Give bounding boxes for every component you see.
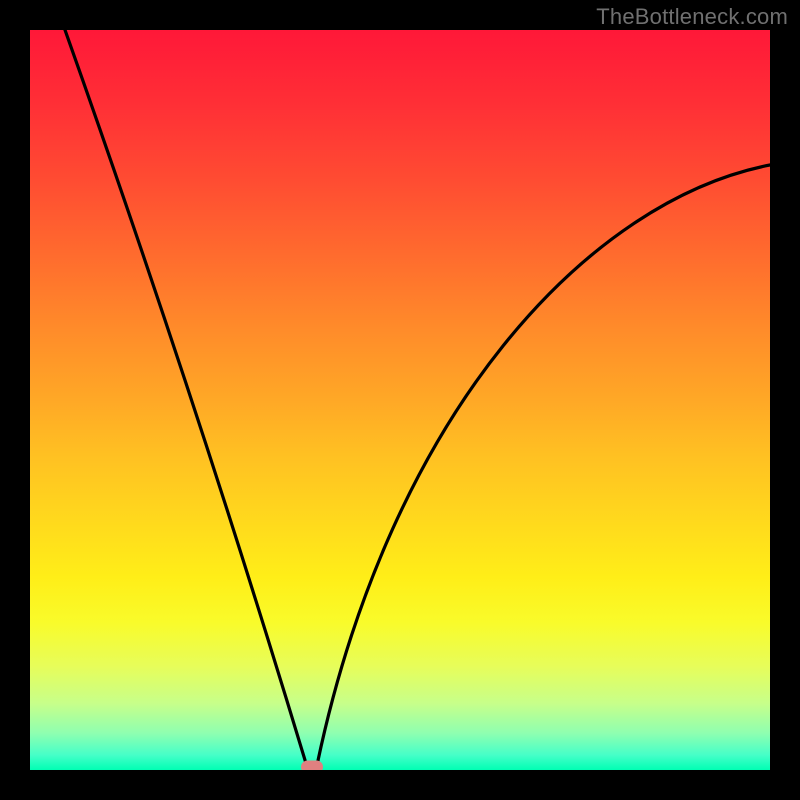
plot-area: [30, 30, 770, 770]
watermark-text: TheBottleneck.com: [596, 4, 788, 30]
bottleneck-curve: [30, 30, 770, 770]
vertex-marker: [301, 761, 323, 771]
